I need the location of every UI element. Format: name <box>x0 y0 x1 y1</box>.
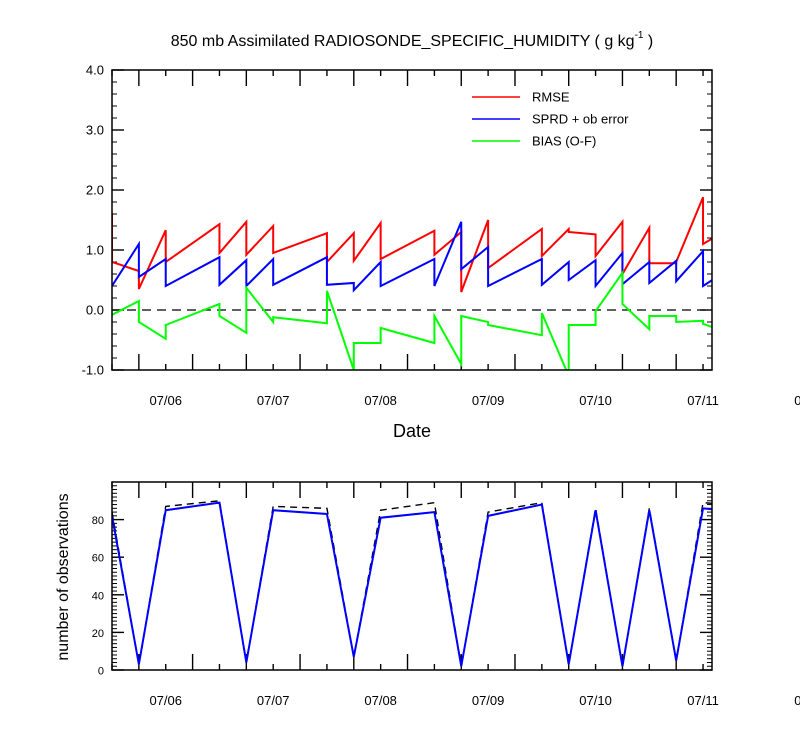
bottom-y-tick-label: 0 <box>98 666 104 678</box>
top-x-tick-label: 07/07 <box>257 393 290 408</box>
bottom-y-tick-label: 20 <box>92 628 104 640</box>
bottom-series-group <box>112 500 712 667</box>
top-y-tick-label: -1.0 <box>82 363 104 378</box>
bottom-x-tick-label: 07/06 <box>149 693 182 708</box>
bottom-x-tick-label: 07/10 <box>579 693 612 708</box>
bottom-series-possible <box>112 500 712 667</box>
top-panel: -1.0 0.0 1.0 2.0 3.0 4.0 07/06 07/07 07/08 07/09 0… <box>82 63 800 409</box>
chart-title-main: 850 mb Assimilated RADIOSONDE_SPECIFIC_H… <box>171 33 635 50</box>
bottom-plot-frame <box>111 481 713 671</box>
bottom-x-tick-label: 07/11 <box>687 693 719 708</box>
top-x-tick-label: 07/12 <box>794 393 800 408</box>
top-y-tick-label: 3.0 <box>86 123 104 138</box>
top-plot-frame <box>111 69 713 371</box>
legend-label: BIAS (O-F) <box>532 134 596 149</box>
bottom-series-used <box>112 501 712 667</box>
bottom-x-tick-label: 07/08 <box>364 693 397 708</box>
chart-title-superscript: -1 <box>635 30 644 41</box>
bottom-x-tick-label: 07/09 <box>472 693 505 708</box>
bottom-panel: 0 20 40 60 80 07/06 07/07 07/08 07/09 07/10 07/11 0… <box>92 481 800 708</box>
top-x-tick-label: 07/06 <box>149 393 182 408</box>
top-x-tick-label: 07/09 <box>472 393 505 408</box>
legend-label: RMSE <box>532 90 570 105</box>
top-y-tick-label: 4.0 <box>86 63 104 78</box>
bottom-x-tick-label: 07/07 <box>257 693 290 708</box>
top-x-tick-label: 07/08 <box>364 393 397 408</box>
top-y-tick-label: 1.0 <box>86 243 104 258</box>
top-series-group <box>112 196 712 370</box>
top-series-bias-o-f <box>112 269 712 370</box>
top-y-tick-label: 2.0 <box>86 183 104 198</box>
chart-title-tail: ) <box>643 33 653 50</box>
top-x-axis-label: Date <box>393 421 431 441</box>
top-x-tick-label: 07/11 <box>687 393 719 408</box>
legend-label: SPRD + ob error <box>532 112 629 127</box>
chart-title: 850 mb Assimilated RADIOSONDE_SPECIFIC_H… <box>171 30 654 50</box>
top-x-tick-label: 07/10 <box>579 393 612 408</box>
top-series-rmse <box>112 196 712 293</box>
bottom-y-tick-label: 60 <box>92 553 104 565</box>
bottom-x-tick-label: 07/12 <box>794 693 800 708</box>
top-y-tick-label: 0.0 <box>86 303 104 318</box>
legend: RMSE SPRD + ob error BIAS (O-F) <box>472 90 629 149</box>
bottom-y-tick-label: 40 <box>92 590 104 602</box>
bottom-y-axis-label: number of observations <box>55 493 72 660</box>
bottom-y-tick-label: 80 <box>92 515 104 527</box>
top-series-sprd-ob-error <box>112 221 712 293</box>
